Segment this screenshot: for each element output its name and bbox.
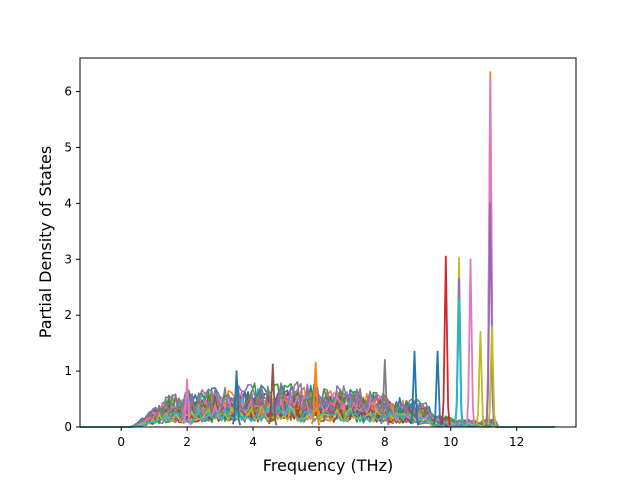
x-tick-label: 2 <box>183 435 191 449</box>
y-tick-label: 6 <box>64 85 72 99</box>
y-axis: 0 1 2 3 4 5 6 <box>64 85 80 434</box>
series-peak <box>311 361 321 426</box>
x-tick-label: 12 <box>509 435 524 449</box>
y-axis-label: Partial Density of States <box>36 146 55 338</box>
x-axis: 0 2 4 6 8 10 12 <box>117 427 524 449</box>
y-tick-label: 5 <box>64 140 72 154</box>
series-peak <box>433 350 443 426</box>
y-tick-label: 3 <box>64 252 72 266</box>
x-tick-label: 10 <box>443 435 458 449</box>
series-peak <box>231 370 242 426</box>
plot-area-frame <box>79 57 577 428</box>
x-tick-label: 8 <box>381 435 389 449</box>
series-peak <box>454 297 464 426</box>
peak-layer <box>182 71 497 426</box>
y-tick-label: 4 <box>64 196 72 210</box>
series-peak <box>475 331 486 426</box>
series-peak <box>380 359 390 426</box>
y-tick-label: 0 <box>64 420 72 434</box>
x-axis-label: Frequency (THz) <box>263 456 393 475</box>
series-peak <box>268 363 278 426</box>
x-tick-label: 0 <box>117 435 125 449</box>
series-peak <box>487 325 497 426</box>
series-peak <box>409 350 420 426</box>
series-peak <box>441 255 451 426</box>
y-tick-label: 1 <box>64 364 72 378</box>
y-tick-label: 2 <box>64 308 72 322</box>
x-tick-label: 4 <box>249 435 257 449</box>
series-peak <box>465 258 476 426</box>
series-peak <box>182 378 192 426</box>
series-peak <box>485 202 495 426</box>
x-tick-label: 6 <box>315 435 323 449</box>
